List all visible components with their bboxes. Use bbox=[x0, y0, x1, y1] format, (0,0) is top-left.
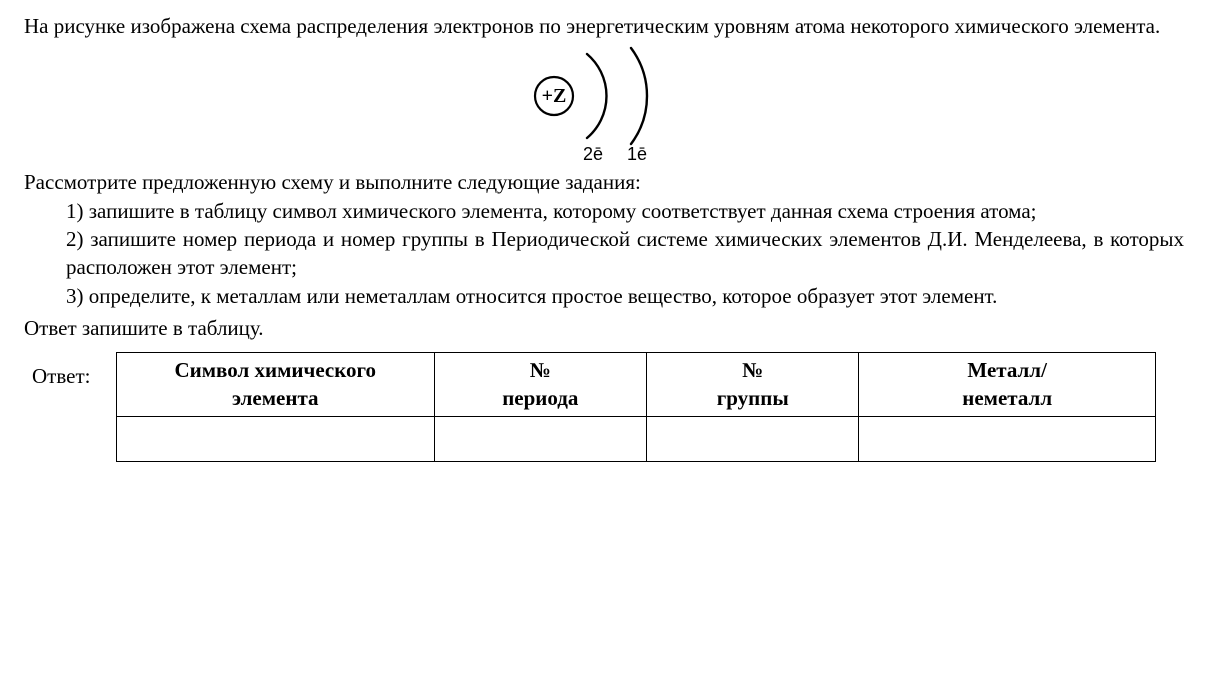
nucleus-label: +Z bbox=[542, 85, 567, 107]
col-type-l1: Металл/ bbox=[967, 358, 1047, 382]
table-header-row: Символ химического элемента № периода № … bbox=[117, 353, 1156, 417]
answer-block: Ответ: Символ химического элемента № пер… bbox=[24, 352, 1184, 462]
shell-1-electrons: 2ē bbox=[583, 144, 603, 164]
intro-text: На рисунке изображена схема распределени… bbox=[24, 12, 1184, 40]
shell-2-arc bbox=[631, 48, 647, 144]
cell-group[interactable] bbox=[647, 417, 859, 462]
cell-period[interactable] bbox=[434, 417, 647, 462]
answer-note: Ответ запишите в таблицу. bbox=[24, 314, 1184, 342]
col-group-l1: № bbox=[742, 358, 763, 382]
col-period: № периода bbox=[434, 353, 647, 417]
atom-diagram: +Z 2ē 1ē bbox=[24, 46, 1184, 166]
col-type-l2: неметалл bbox=[962, 386, 1052, 410]
cell-symbol[interactable] bbox=[117, 417, 435, 462]
cell-type[interactable] bbox=[859, 417, 1156, 462]
col-period-l1: № bbox=[530, 358, 551, 382]
col-symbol: Символ химического элемента bbox=[117, 353, 435, 417]
task-2: 2) запишите номер периода и номер группы… bbox=[24, 225, 1184, 282]
table-row bbox=[117, 417, 1156, 462]
shell-1-arc bbox=[587, 54, 606, 138]
answer-label: Ответ: bbox=[24, 352, 116, 390]
task-1: 1) запишите в таблицу символ химического… bbox=[24, 197, 1184, 225]
answer-table: Символ химического элемента № периода № … bbox=[116, 352, 1156, 462]
col-period-l2: периода bbox=[502, 386, 578, 410]
tasks-lead: Рассмотрите предложенную схему и выполни… bbox=[24, 168, 1184, 196]
tasks-block: Рассмотрите предложенную схему и выполни… bbox=[24, 168, 1184, 310]
atom-diagram-svg: +Z 2ē 1ē bbox=[484, 46, 724, 166]
col-group-l2: группы bbox=[717, 386, 789, 410]
col-type: Металл/ неметалл bbox=[859, 353, 1156, 417]
col-symbol-l1: Символ химического bbox=[174, 358, 376, 382]
task-3: 3) определите, к металлам или неметаллам… bbox=[24, 282, 1184, 310]
col-symbol-l2: элемента bbox=[232, 386, 319, 410]
shell-2-electrons: 1ē bbox=[627, 144, 647, 164]
col-group: № группы bbox=[647, 353, 859, 417]
